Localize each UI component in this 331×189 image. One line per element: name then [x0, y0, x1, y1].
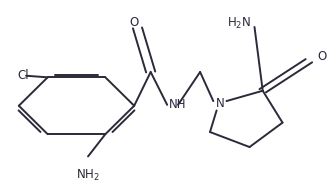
- Text: O: O: [317, 50, 326, 64]
- Text: NH$_2$: NH$_2$: [76, 168, 100, 183]
- Text: Cl: Cl: [17, 69, 29, 82]
- Text: O: O: [129, 16, 139, 29]
- Text: N: N: [215, 97, 224, 110]
- Text: NH: NH: [169, 98, 186, 111]
- Text: H$_2$N: H$_2$N: [227, 16, 251, 31]
